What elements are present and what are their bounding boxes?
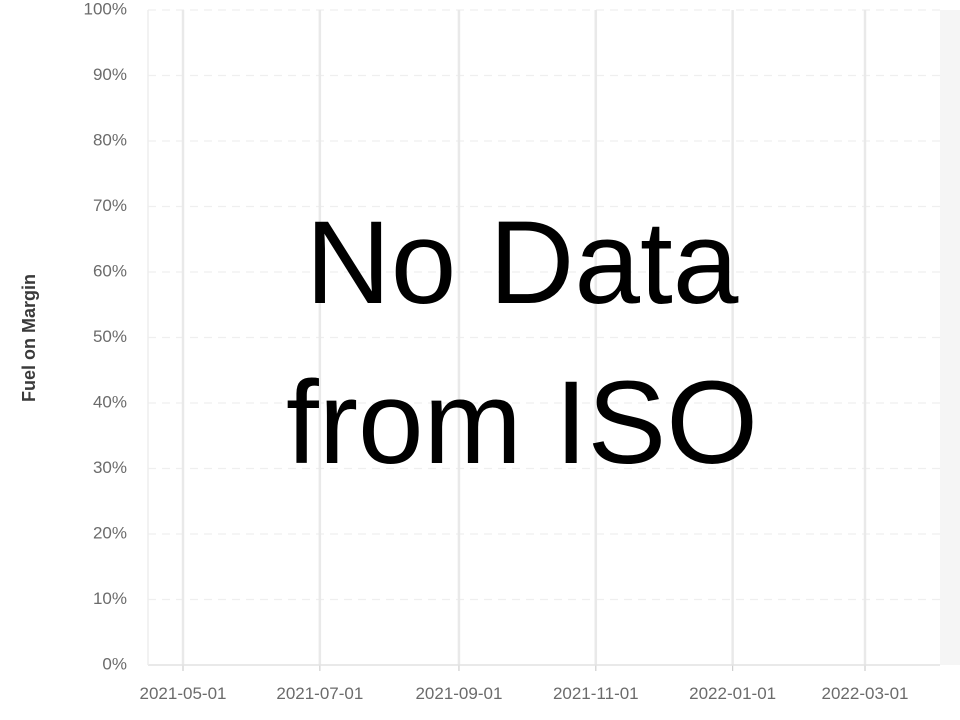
vertical-gridlines — [181, 10, 867, 671]
y-tick-label: 90% — [93, 65, 127, 84]
y-axis-label: Fuel on Margin — [19, 274, 39, 402]
no-data-message-line-2: from ISO — [286, 357, 758, 489]
y-tick-label: 20% — [93, 523, 127, 542]
y-tick-label: 0% — [102, 654, 127, 673]
y-tick-label: 50% — [93, 327, 127, 346]
x-tick-labels: 2021-05-01 2021-07-01 2021-09-01 2021-11-01… — [140, 684, 909, 703]
y-tick-label: 80% — [93, 130, 127, 149]
right-edge-panel — [940, 10, 960, 665]
y-tick-label: 30% — [93, 458, 127, 477]
x-tick-label: 2022-01-01 — [689, 684, 776, 703]
y-tick-label: 60% — [93, 261, 127, 280]
x-tick-label: 2021-07-01 — [276, 684, 363, 703]
x-tick-label: 2021-09-01 — [415, 684, 502, 703]
y-tick-labels: 0% 10% 20% 30% 40% 50% 60% 70% 80% 90% 100% — [84, 0, 127, 673]
x-tick-label: 2021-11-01 — [553, 684, 639, 703]
x-tick-label: 2021-05-01 — [140, 684, 227, 703]
y-tick-label: 10% — [93, 589, 127, 608]
y-tick-label: 100% — [84, 0, 127, 18]
x-tick-label: 2022-03-01 — [822, 684, 909, 703]
no-data-message-line-1: No Data — [306, 197, 739, 329]
y-tick-label: 70% — [93, 196, 127, 215]
y-tick-label: 40% — [93, 392, 127, 411]
horizontal-gridlines — [148, 9, 940, 601]
